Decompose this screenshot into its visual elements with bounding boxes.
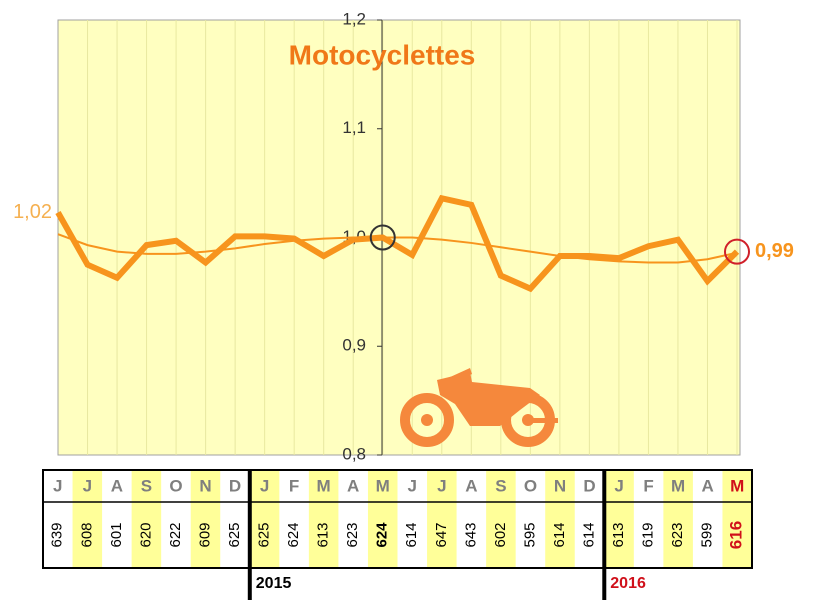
- month-label: A: [347, 476, 359, 495]
- y-tick-label: 0,9: [342, 336, 366, 355]
- value-label: 0,99: [755, 240, 794, 262]
- count-cell: 614: [403, 522, 420, 547]
- count-cell: 609: [196, 522, 213, 547]
- month-label: M: [671, 476, 685, 495]
- count-cell: 623: [344, 522, 361, 547]
- column-highlight: [190, 470, 221, 568]
- value-label: 1,02: [13, 201, 52, 223]
- count-cell: 614: [551, 522, 568, 547]
- y-tick-label: 1,2: [342, 9, 366, 28]
- count-cell: 601: [108, 522, 125, 547]
- count-cell: 595: [521, 522, 538, 547]
- month-label: S: [141, 476, 152, 495]
- data-line: [55, 194, 740, 293]
- month-label: M: [376, 476, 390, 495]
- month-label: N: [199, 476, 211, 495]
- year-label: 2016: [610, 575, 646, 592]
- table-border: [42, 469, 753, 569]
- month-label: O: [169, 476, 182, 495]
- count-cell: 613: [315, 522, 332, 547]
- column-highlight: [131, 470, 162, 568]
- y-tick-label: 1,1: [342, 118, 366, 137]
- year-label: 2015: [256, 575, 292, 592]
- count-cell: 643: [462, 522, 479, 547]
- count-cell: 599: [699, 522, 716, 547]
- count-cell: 602: [492, 522, 509, 547]
- data-table: J 639 J 608 A 601 S 620 O 622 N 609 D 625 J 625 F 624 M 613…: [42, 469, 753, 600]
- moto-icon: [400, 368, 558, 447]
- count-cell: 619: [640, 522, 657, 547]
- count-cell: 624: [285, 522, 302, 547]
- month-label: A: [111, 476, 123, 495]
- month-label: M: [317, 476, 331, 495]
- column-highlight: [367, 470, 398, 568]
- column-highlight: [545, 470, 575, 568]
- count-cell: 614: [580, 522, 597, 547]
- month-label: J: [614, 476, 623, 495]
- month-label: N: [554, 476, 566, 495]
- count-cell: 625: [226, 522, 243, 547]
- count-cell: 625: [256, 522, 273, 547]
- month-label: A: [702, 476, 714, 495]
- month-label: M: [730, 476, 744, 495]
- count-cell: 620: [137, 522, 154, 547]
- count-cell: 623: [669, 522, 686, 547]
- count-cell: 622: [167, 522, 184, 547]
- count-cell: 639: [49, 522, 66, 547]
- month-label: F: [289, 476, 299, 495]
- column-highlight: [427, 470, 457, 568]
- column-highlight: [249, 470, 280, 568]
- reference-marker: [369, 224, 396, 251]
- column-highlight: [486, 470, 516, 568]
- column-highlight: [72, 470, 103, 568]
- trend-line: [57, 233, 738, 264]
- month-label: J: [83, 476, 92, 495]
- chart-title: Motocyclettes: [289, 39, 476, 70]
- count-cell: 608: [78, 522, 95, 547]
- current-marker: [724, 238, 750, 265]
- month-label: D: [583, 476, 595, 495]
- month-label: O: [524, 476, 537, 495]
- month-label: J: [437, 476, 446, 495]
- count-cell: 647: [433, 522, 450, 547]
- y-tick-label: 0,8: [342, 444, 366, 463]
- month-label: J: [408, 476, 417, 495]
- month-label: J: [53, 476, 62, 495]
- month-label: F: [643, 476, 653, 495]
- count-cell: 616: [727, 521, 746, 549]
- month-label: S: [495, 476, 506, 495]
- column-highlight: [308, 470, 339, 568]
- month-label: D: [229, 476, 241, 495]
- count-cell: 613: [610, 522, 627, 547]
- column-highlight: [663, 470, 693, 568]
- month-label: A: [465, 476, 477, 495]
- column-highlight: [722, 470, 752, 568]
- column-highlight: [604, 470, 634, 568]
- count-cell: 624: [374, 522, 391, 548]
- month-label: J: [260, 476, 269, 495]
